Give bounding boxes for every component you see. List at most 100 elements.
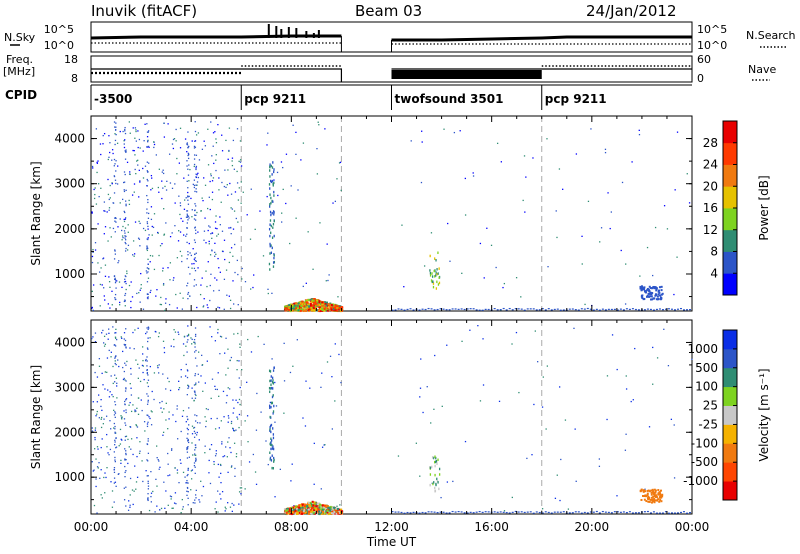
echo-cell bbox=[309, 304, 312, 307]
echo-cell bbox=[198, 381, 200, 383]
cpid-label: -3500 bbox=[94, 92, 132, 106]
echo-cell bbox=[187, 203, 190, 205]
echo-cell bbox=[310, 503, 313, 506]
echo-cell bbox=[119, 130, 121, 133]
echo-cell bbox=[457, 511, 460, 513]
echo-cell bbox=[646, 287, 649, 290]
echo-cell bbox=[125, 247, 127, 250]
echo-cell bbox=[234, 271, 236, 274]
echo-cell bbox=[101, 438, 103, 440]
echo-cell bbox=[195, 165, 198, 168]
echo-cell bbox=[229, 251, 231, 254]
echo-cell bbox=[124, 471, 126, 474]
echo-cell bbox=[193, 147, 196, 149]
echo-cell bbox=[186, 227, 189, 229]
echo-cell bbox=[321, 309, 324, 312]
echo-cell bbox=[660, 489, 663, 492]
echo-cell bbox=[115, 221, 117, 223]
echo-cell bbox=[312, 511, 315, 514]
echo-cell bbox=[172, 279, 174, 281]
echo-cell bbox=[433, 460, 436, 464]
echo-cell bbox=[490, 244, 493, 247]
echo-cell bbox=[418, 309, 421, 311]
echo-cell bbox=[196, 184, 198, 186]
echo-cell bbox=[113, 175, 115, 177]
echo-cell bbox=[191, 140, 193, 142]
echo-cell bbox=[113, 471, 116, 474]
echo-cell bbox=[124, 278, 126, 280]
echo-cell bbox=[271, 166, 274, 169]
echo-cell bbox=[228, 295, 230, 297]
echo-cell bbox=[246, 214, 248, 216]
echo-cell bbox=[187, 473, 189, 476]
echo-cell bbox=[109, 197, 111, 199]
echo-cell bbox=[574, 309, 577, 311]
echo-cell bbox=[324, 301, 327, 304]
echo-cell bbox=[525, 176, 527, 178]
echo-cell bbox=[211, 180, 214, 182]
echo-cell bbox=[113, 275, 116, 278]
echo-cell bbox=[103, 210, 105, 212]
echo-cell bbox=[186, 143, 188, 145]
echo-cell bbox=[295, 304, 298, 307]
echo-cell bbox=[124, 250, 127, 252]
echo-cell bbox=[123, 181, 125, 184]
echo-cell bbox=[429, 466, 432, 470]
echo-cell bbox=[270, 443, 272, 447]
echo-cell bbox=[147, 348, 149, 350]
echo-cell bbox=[647, 500, 650, 503]
echo-cell bbox=[487, 511, 490, 513]
echo-cell bbox=[115, 363, 117, 366]
echo-cell bbox=[96, 512, 98, 514]
echo-cell bbox=[100, 153, 102, 156]
echo-cell bbox=[446, 344, 448, 346]
echo-cell bbox=[210, 417, 212, 420]
echo-cell bbox=[146, 475, 148, 477]
echo-cell bbox=[134, 127, 137, 129]
echo-cell bbox=[208, 240, 210, 243]
echo-cell bbox=[260, 411, 262, 413]
echo-cell bbox=[174, 331, 177, 333]
echo-cell bbox=[315, 508, 318, 511]
echo-cell bbox=[547, 308, 550, 310]
echo-cell bbox=[114, 250, 116, 252]
echo-cell bbox=[646, 246, 649, 249]
echo-cell bbox=[211, 198, 214, 201]
echo-cell bbox=[542, 376, 544, 378]
echo-cell bbox=[271, 292, 273, 294]
echo-cell bbox=[440, 496, 442, 499]
echo-cell bbox=[434, 460, 437, 464]
echo-cell bbox=[158, 364, 160, 366]
echo-cell bbox=[641, 296, 644, 299]
echo-cell bbox=[124, 128, 126, 131]
echo-cell bbox=[326, 243, 328, 245]
echo-cell bbox=[101, 284, 103, 286]
echo-cell bbox=[163, 351, 166, 354]
echo-cell bbox=[316, 507, 319, 510]
echo-cell bbox=[659, 494, 662, 497]
echo-cell bbox=[194, 341, 196, 344]
echo-cell bbox=[187, 482, 189, 484]
echo-cell bbox=[238, 503, 240, 505]
echo-cell bbox=[257, 335, 259, 338]
echo-cell bbox=[240, 165, 243, 167]
echo-cell bbox=[162, 282, 165, 285]
echo-cell bbox=[217, 328, 219, 331]
echo-cell bbox=[438, 467, 441, 471]
echo-cell bbox=[294, 509, 297, 512]
colorbar-segment bbox=[723, 273, 737, 296]
echo-cell bbox=[193, 218, 196, 220]
x-tick-label: 00:00 bbox=[74, 520, 109, 534]
echo-cell bbox=[271, 246, 273, 250]
echo-cell bbox=[298, 305, 301, 308]
echo-cell bbox=[180, 512, 182, 514]
echo-cell bbox=[640, 288, 643, 291]
echo-cell bbox=[331, 428, 333, 430]
echo-cell bbox=[228, 150, 230, 152]
echo-cell bbox=[406, 308, 409, 311]
echo-cell bbox=[227, 194, 229, 196]
echo-cell bbox=[125, 380, 127, 382]
echo-cell bbox=[213, 460, 215, 463]
echo-cell bbox=[667, 308, 670, 310]
echo-cell bbox=[190, 470, 193, 472]
